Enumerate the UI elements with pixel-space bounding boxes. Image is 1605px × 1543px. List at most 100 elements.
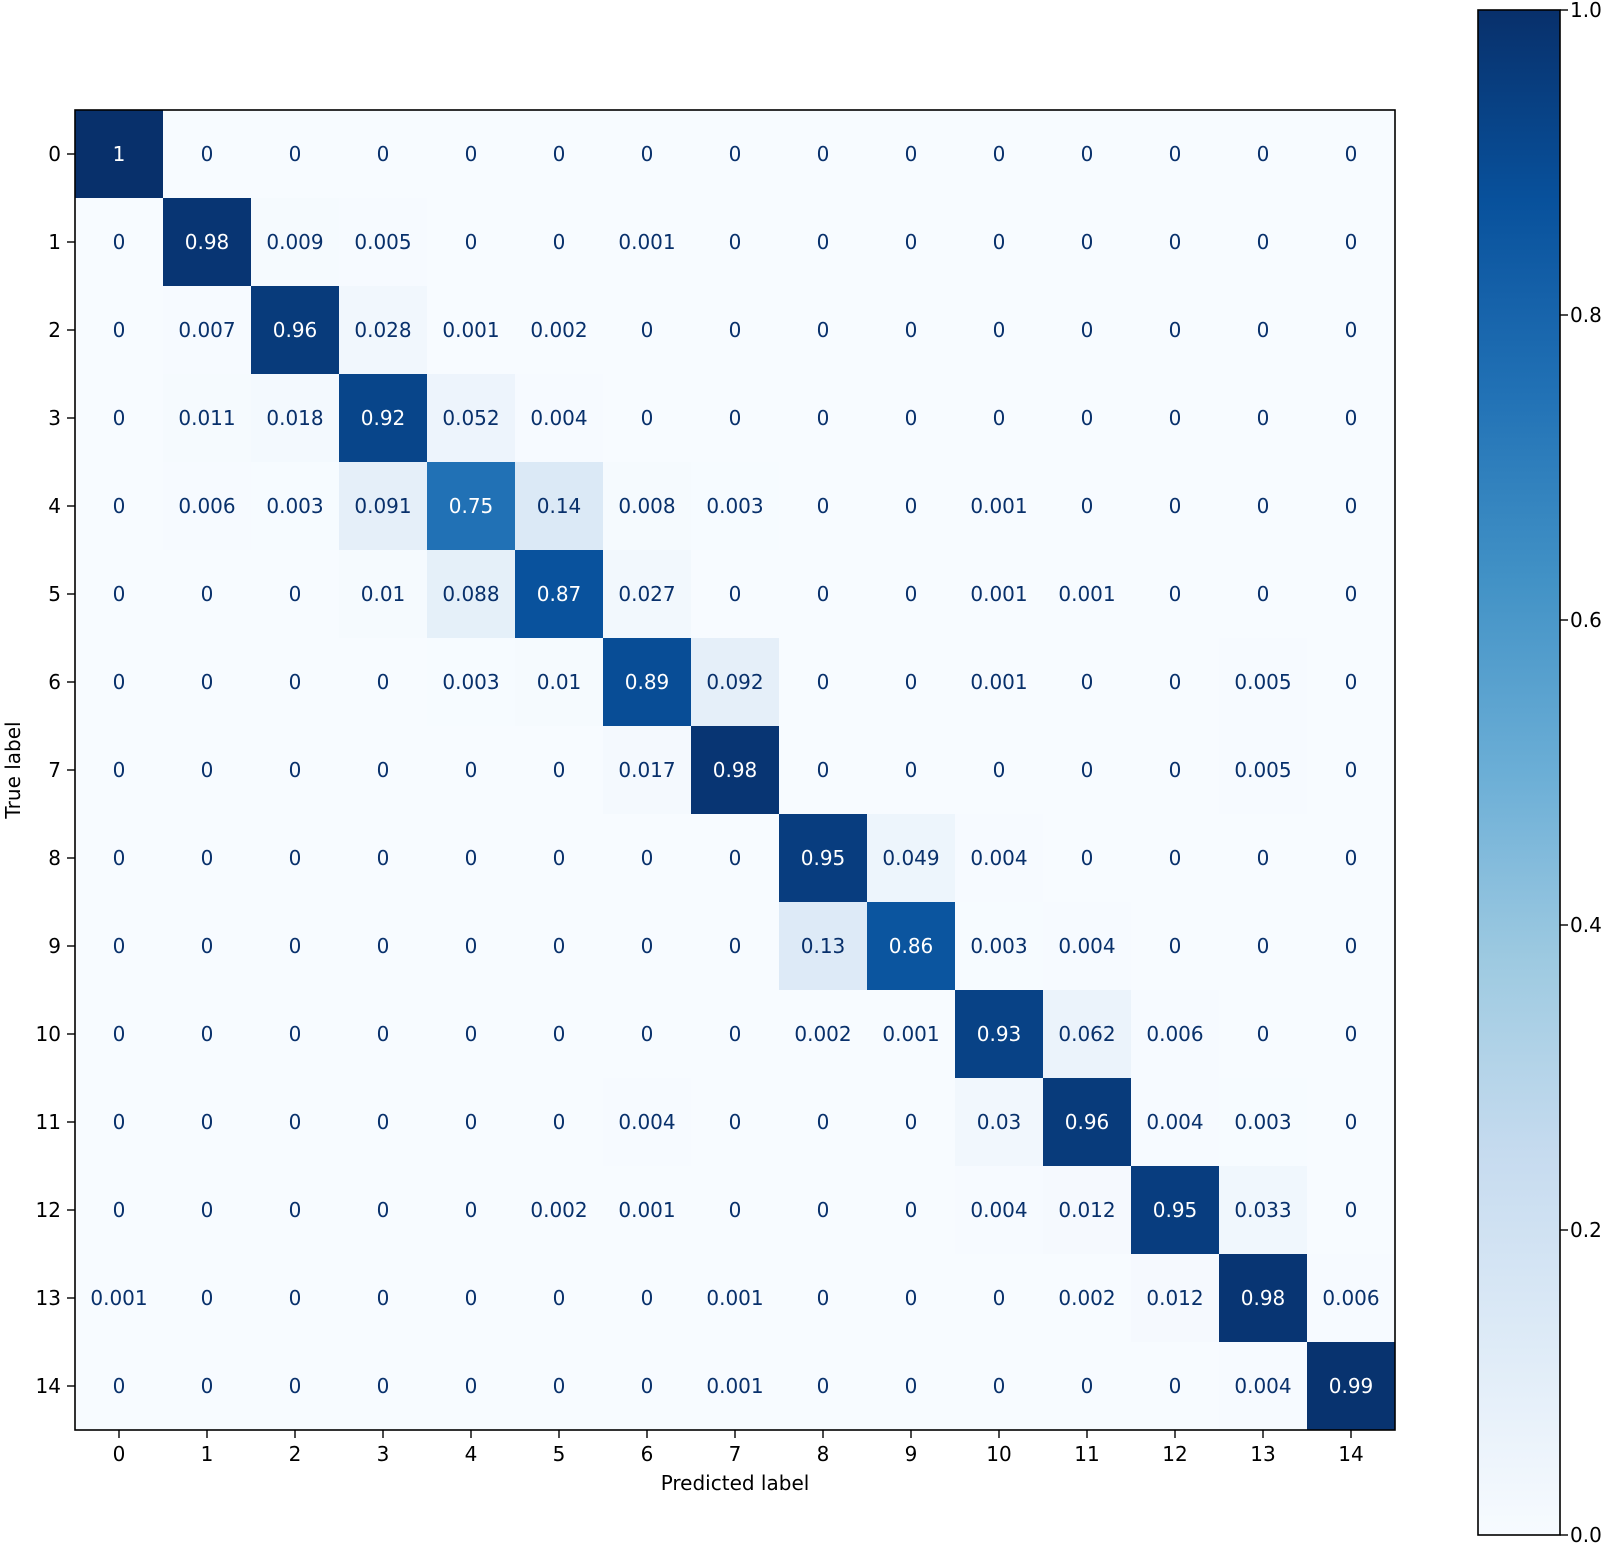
cell-value-label: 0 [641, 1022, 654, 1046]
heatmap-cell [779, 1078, 868, 1167]
cell-value-label: 0 [553, 758, 566, 782]
heatmap-cell [691, 1254, 780, 1343]
cell-value-label: 0.95 [801, 846, 846, 870]
cell-value-label: 0 [201, 934, 214, 958]
heatmap-cell [603, 286, 692, 375]
y-tick-label: 12 [36, 1198, 61, 1222]
cell-value-label: 0 [1257, 1022, 1270, 1046]
heatmap-cell [1131, 1166, 1220, 1255]
cell-value-label: 0.93 [977, 1022, 1022, 1046]
cell-value-label: 0.001 [706, 1286, 763, 1310]
cell-value-label: 0 [1081, 846, 1094, 870]
heatmap-cell [1219, 638, 1308, 727]
cell-value-label: 0.003 [266, 494, 323, 518]
heatmap-cell [75, 1342, 164, 1431]
heatmap-cell [1307, 462, 1396, 551]
heatmap-cell [867, 462, 956, 551]
heatmap-cell [779, 1342, 868, 1431]
cell-value-label: 0 [465, 934, 478, 958]
heatmap-cell [867, 990, 956, 1079]
heatmap-cell [1043, 638, 1132, 727]
cell-value-label: 0 [817, 1374, 830, 1398]
heatmap-cell [603, 726, 692, 815]
cell-value-label: 0 [1257, 934, 1270, 958]
heatmap-cell [691, 374, 780, 463]
cell-value-label: 0.001 [970, 494, 1027, 518]
cell-value-label: 0 [641, 1286, 654, 1310]
heatmap-cell [1219, 286, 1308, 375]
heatmap-cell [339, 1342, 428, 1431]
heatmap-cell [1219, 726, 1308, 815]
heatmap-cell [955, 1342, 1044, 1431]
cell-value-label: 0 [377, 142, 390, 166]
heatmap-cell [1219, 902, 1308, 991]
heatmap-cell [691, 1078, 780, 1167]
cell-value-label: 0.008 [618, 494, 675, 518]
cell-value-label: 0 [905, 582, 918, 606]
heatmap-cell [427, 1078, 516, 1167]
heatmap-cell [515, 374, 604, 463]
cell-value-label: 0 [113, 318, 126, 342]
heatmap-cell [1307, 1166, 1396, 1255]
colorbar-tick-label: 0.6 [1570, 608, 1602, 632]
heatmap-cell [603, 550, 692, 639]
heatmap-cell [1219, 1254, 1308, 1343]
heatmap-cell [427, 990, 516, 1079]
cell-value-label: 0 [113, 494, 126, 518]
heatmap-cell [691, 1342, 780, 1431]
cell-value-label: 0 [201, 582, 214, 606]
heatmap-cell [603, 638, 692, 727]
cell-value-label: 0 [817, 142, 830, 166]
cell-value-label: 0 [1169, 582, 1182, 606]
cell-value-label: 0 [1169, 934, 1182, 958]
cell-value-label: 0 [465, 1022, 478, 1046]
cell-value-label: 0 [113, 758, 126, 782]
cell-value-label: 0 [289, 1022, 302, 1046]
cell-value-label: 0 [1345, 846, 1358, 870]
cell-value-label: 0 [817, 670, 830, 694]
cell-value-label: 0.98 [713, 758, 758, 782]
colorbar-ticks: 0.0 0.2 0.4 0.6 0.8 1.0 [1560, 0, 1602, 1543]
heatmap-cell [691, 638, 780, 727]
cell-value-label: 0 [905, 1374, 918, 1398]
cell-value-label: 0 [1345, 494, 1358, 518]
heatmap-cell [603, 1254, 692, 1343]
heatmap-cell [339, 1078, 428, 1167]
cell-value-label: 0.027 [618, 582, 675, 606]
cell-value-label: 0 [465, 1198, 478, 1222]
cell-value-label: 0 [289, 1286, 302, 1310]
heatmap-cell [1043, 286, 1132, 375]
heatmap-cell [1219, 990, 1308, 1079]
cell-value-label: 0.001 [1058, 582, 1115, 606]
heatmap-cell [1043, 550, 1132, 639]
x-tick-label: 12 [1162, 1442, 1187, 1466]
cell-value-label: 0.001 [882, 1022, 939, 1046]
heatmap-cell [163, 1166, 252, 1255]
cell-value-label: 0.004 [618, 1110, 675, 1134]
heatmap-cell [75, 198, 164, 287]
cell-value-label: 0.002 [1058, 1286, 1115, 1310]
cell-value-label: 0.001 [618, 230, 675, 254]
heatmap-cell [163, 902, 252, 991]
colorbar-tick-label: 0.0 [1570, 1523, 1602, 1543]
cell-value-label: 0.96 [273, 318, 318, 342]
cell-value-label: 0 [1345, 582, 1358, 606]
heatmap-cell [427, 198, 516, 287]
cell-value-label: 0 [377, 758, 390, 782]
heatmap-cell [955, 1078, 1044, 1167]
heatmap-cell [603, 814, 692, 903]
cell-value-label: 0 [465, 1374, 478, 1398]
heatmap-cell [427, 814, 516, 903]
cell-value-label: 0 [553, 142, 566, 166]
cell-value-label: 0 [1345, 1198, 1358, 1222]
heatmap-cell [1307, 374, 1396, 463]
x-tick-label: 6 [641, 1442, 654, 1466]
cell-value-label: 0 [465, 846, 478, 870]
heatmap-cell [867, 550, 956, 639]
cell-value-label: 0.017 [618, 758, 675, 782]
cell-value-label: 0 [1081, 318, 1094, 342]
heatmap-cell [163, 550, 252, 639]
heatmap-cell [163, 814, 252, 903]
heatmap-cell [1043, 1342, 1132, 1431]
heatmap-cell [427, 638, 516, 727]
